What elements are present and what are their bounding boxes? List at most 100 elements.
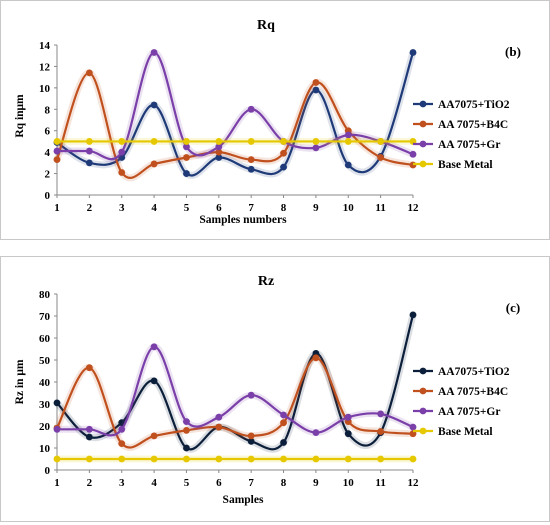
data-point [215, 148, 223, 156]
data-point [344, 430, 352, 438]
data-point [118, 138, 126, 145]
y-tick-label: 8 [45, 104, 51, 116]
data-point [215, 423, 223, 431]
x-tick-label: 9 [313, 202, 319, 214]
legend-swatch-marker [419, 120, 427, 128]
legend-item-aa7075-tio2: AA7075+TiO2 [413, 366, 510, 378]
data-point [215, 455, 223, 463]
data-point [312, 455, 320, 463]
y-tick-label: 0 [45, 465, 51, 477]
data-point [409, 150, 417, 158]
data-point [247, 432, 255, 440]
data-point [377, 455, 385, 463]
data-point [377, 138, 385, 145]
data-point [247, 105, 255, 113]
y-tick-label: 40 [39, 377, 51, 389]
legend-item-base-metal: Base Metal [413, 159, 493, 171]
data-point [377, 154, 385, 161]
data-point [183, 154, 190, 161]
data-point [247, 138, 255, 145]
legend-item-aa-7075-gr: AA 7075+Gr [413, 406, 500, 418]
data-point [247, 455, 255, 463]
data-point [53, 455, 61, 463]
data-point [312, 429, 320, 436]
data-point [377, 428, 385, 435]
x-tick-label: 5 [184, 477, 190, 489]
rz-chart-panel: Rz (c) Rz in μm Samples 0 10 20 30 40 50 60 70 8… [0, 256, 550, 522]
legend-item-aa-7075-b4c: AA 7075+B4C [413, 119, 508, 131]
x-tick-label: 8 [281, 477, 287, 489]
rz-chart: Rz (c) Rz in μm Samples 0 10 20 30 40 50 60 70 8… [14, 274, 520, 506]
legend-swatch-marker [419, 367, 427, 375]
y-tick-label: 30 [39, 399, 51, 411]
y-tick-label: 12 [39, 61, 51, 73]
x-tick-label: 7 [248, 477, 254, 489]
y-tick-label: 0 [45, 190, 51, 202]
data-point [183, 418, 190, 425]
x-tick-label: 5 [184, 202, 190, 214]
x-tick-label: 11 [375, 477, 385, 489]
data-point [85, 455, 93, 463]
y-tick-label: 4 [45, 147, 51, 159]
legend-swatch-marker [419, 140, 427, 148]
data-point [409, 423, 417, 431]
data-point [409, 311, 417, 319]
data-point [85, 69, 93, 77]
series-base-metal [53, 455, 417, 463]
data-point [344, 138, 352, 145]
panel-tag: (b) [505, 44, 521, 59]
y-tick-label: 2 [45, 169, 51, 181]
legend-item-aa7075-tio2: AA7075+TiO2 [413, 99, 510, 111]
data-point [247, 438, 255, 445]
data-point [150, 343, 158, 351]
y-tick-label: 10 [39, 443, 51, 455]
data-point [280, 455, 287, 463]
y-tick-label: 80 [39, 289, 51, 301]
rq-chart-panel: Rq (b) Rq inμm Samples numbers 0 2 4 6 8 10 12… [0, 0, 550, 240]
x-tick-label: 10 [343, 477, 355, 489]
data-point [150, 49, 158, 56]
data-point [183, 444, 190, 452]
y-tick-label: 10 [39, 83, 51, 95]
x-tick-label: 12 [408, 477, 420, 489]
data-point [280, 163, 287, 171]
y-axis-label: Rz in μm [14, 359, 26, 404]
series-base-metal [53, 137, 417, 145]
data-point [85, 147, 93, 155]
data-point [150, 455, 158, 463]
data-point [183, 427, 190, 434]
legend-item-base-metal: Base Metal [413, 426, 493, 438]
data-point [312, 86, 320, 94]
data-point [247, 156, 255, 164]
legend-label: AA 7075+B4C [438, 119, 508, 131]
data-point [344, 413, 352, 421]
y-tick-label: 50 [39, 355, 51, 367]
legend-label: AA 7075+Gr [438, 406, 500, 418]
x-tick-label: 6 [216, 477, 222, 489]
x-tick-label: 9 [313, 477, 319, 489]
x-tick-label: 2 [87, 477, 93, 489]
legend-item-aa-7075-gr: AA 7075+Gr [413, 139, 500, 151]
legend-label: Base Metal [438, 159, 493, 171]
legend-swatch-marker [419, 100, 427, 108]
chart-title: Rz [258, 274, 274, 289]
data-point [215, 154, 223, 161]
data-point [215, 143, 223, 151]
data-point [280, 138, 287, 145]
data-point [215, 413, 223, 421]
data-point [85, 425, 93, 433]
data-point [409, 49, 417, 56]
data-point [118, 455, 126, 463]
data-point [150, 101, 158, 109]
panel-tag: (c) [506, 300, 520, 315]
data-point [183, 455, 190, 463]
chart-title: Rq [257, 18, 275, 33]
legend-label: AA 7075+Gr [438, 139, 500, 151]
x-axis-label: Samples [223, 494, 264, 506]
x-axis-label: Samples numbers [199, 214, 287, 226]
x-tick-label: 2 [87, 202, 93, 214]
data-point [344, 455, 352, 463]
data-point [53, 399, 61, 407]
data-point [183, 170, 190, 177]
